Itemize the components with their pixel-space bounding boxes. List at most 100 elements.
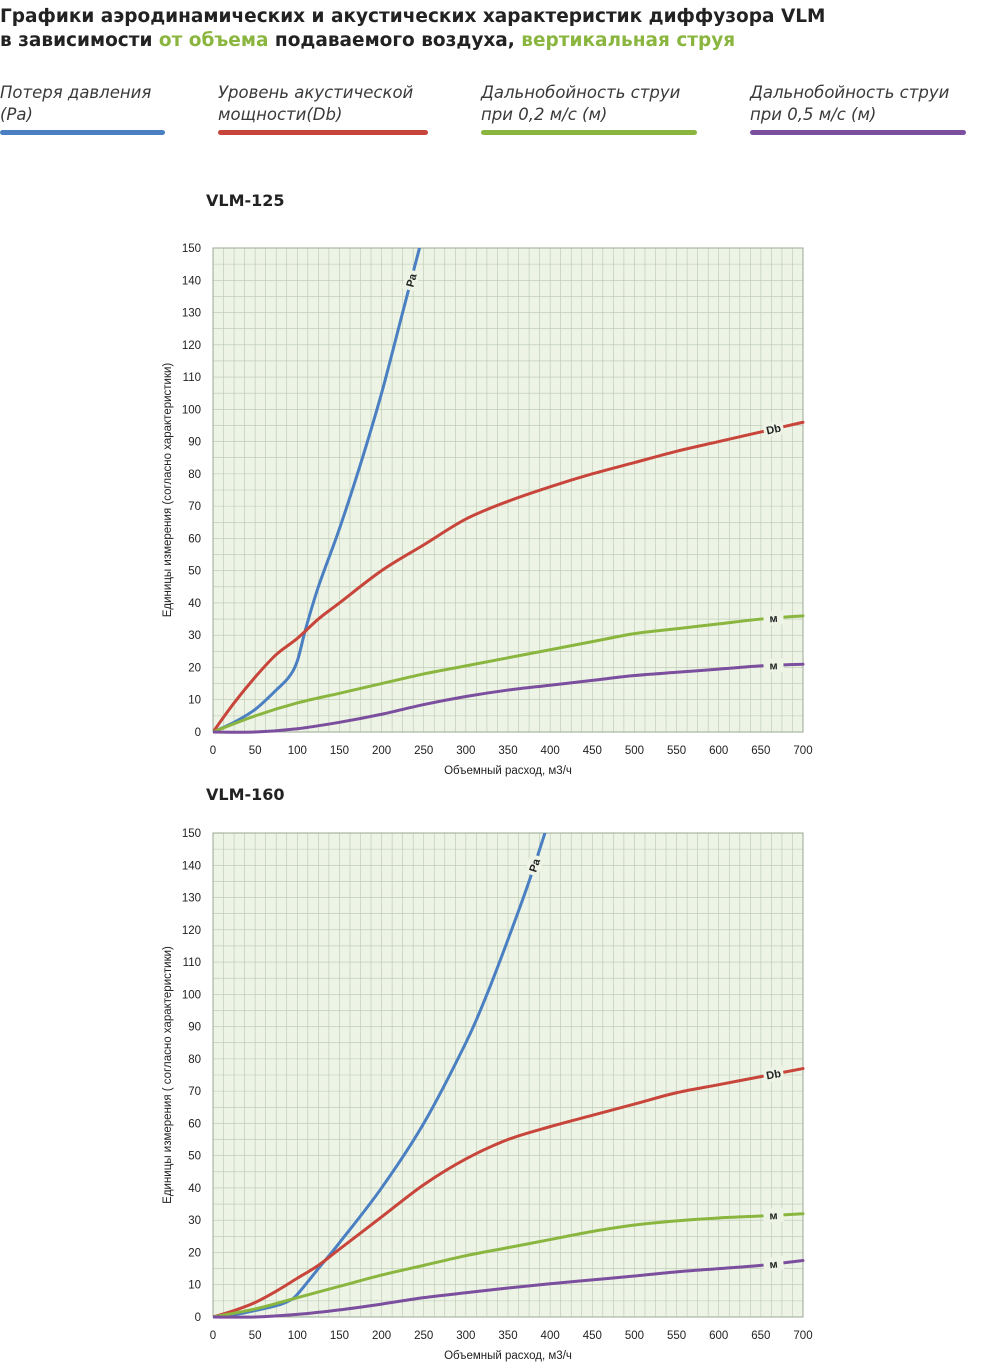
y-tick-label: 90 <box>188 1022 201 1034</box>
x-tick-label: 400 <box>541 1330 560 1342</box>
plot-border <box>212 247 804 733</box>
series-label-bg <box>401 268 421 292</box>
x-tick-label: 600 <box>709 1330 728 1342</box>
legend-line-pressure <box>0 130 165 135</box>
series-label-bg <box>762 419 785 439</box>
x-tick-label: 450 <box>583 1330 602 1342</box>
chart-vlm-125: 0 50 100 150 200 250 300 350 400 450 500 550 600 650 7… <box>162 243 813 777</box>
series-label-throw-02: м <box>769 1210 778 1222</box>
legend-label-line1: Дальнобойность струи <box>481 83 681 102</box>
series-line-throw-05 <box>213 1259 805 1319</box>
y-tick-label: 0 <box>195 727 201 739</box>
x-tick-label: 350 <box>498 745 517 757</box>
y-tick-label: 80 <box>188 1054 201 1066</box>
y-tick-label: 60 <box>188 1118 201 1130</box>
x-tick-label: 300 <box>456 1330 475 1342</box>
legend-item-throw-02: Дальнобойность струи при 0,2 м/с (м) <box>481 82 697 135</box>
series-label-pa: Pa <box>527 856 543 873</box>
x-tick-label: 700 <box>793 745 812 757</box>
y-axis-label: Единицы измерения (согласно характеристи… <box>162 363 174 618</box>
legend-label-line1: Потеря давления <box>0 83 152 102</box>
x-tick-label: 200 <box>372 1330 391 1342</box>
x-tick-label: 350 <box>498 1330 517 1342</box>
y-tick-label: 10 <box>188 695 201 707</box>
x-tick-label: 550 <box>667 745 686 757</box>
legend-label-line1: Уровень акустической <box>218 83 414 102</box>
legend-line-throw-02 <box>481 130 697 135</box>
x-tick-label: 400 <box>541 745 560 757</box>
x-tick-label: 150 <box>330 745 349 757</box>
x-tick-label: 600 <box>709 745 728 757</box>
series-label-bg <box>762 610 785 626</box>
series-label-bg <box>524 853 545 877</box>
x-tick-label: 500 <box>625 1330 644 1342</box>
series-label-pa: Pa <box>405 272 420 289</box>
y-tick-label: 70 <box>188 501 201 513</box>
y-tick-label: 40 <box>188 598 201 610</box>
title-highlight-volume: от объема <box>158 30 269 51</box>
x-axis-label: Объемный расход, м3/ч <box>444 765 572 777</box>
legend-line-acoustic <box>218 130 428 135</box>
y-tick-label: 140 <box>182 860 201 872</box>
y-tick-label: 150 <box>182 828 201 840</box>
x-tick-label: 0 <box>210 1330 216 1342</box>
y-tick-label: 110 <box>183 372 201 384</box>
y-tick-label: 70 <box>188 1086 201 1098</box>
legend-item-pressure: Потеря давления (Pa) <box>0 82 165 135</box>
legend-label-line2: мощности(Db) <box>218 105 343 124</box>
x-tick-label: 250 <box>414 1330 433 1342</box>
series-line-pa <box>213 248 422 734</box>
x-axis-label: Объемный расход, м3/ч <box>444 1350 572 1362</box>
series-line-throw-02 <box>213 1212 805 1319</box>
y-axis-label: Единицы измерения ( согласно характерист… <box>162 946 174 1204</box>
y-tick-label: 60 <box>188 533 201 545</box>
series-label-bg <box>763 657 784 673</box>
x-tick-label: 50 <box>249 1330 262 1342</box>
x-tick-label: 0 <box>210 745 216 757</box>
y-tick-label: 130 <box>182 308 201 320</box>
series-line-pa <box>213 833 547 1319</box>
title-text-a: в зависимости <box>0 30 159 51</box>
y-tick-label: 100 <box>182 404 201 416</box>
x-tick-label: 700 <box>793 1330 812 1342</box>
x-tick-label: 450 <box>583 745 602 757</box>
legend-label-acoustic: Уровень акустической мощности(Db) <box>218 82 428 126</box>
x-tick-label: 650 <box>751 745 770 757</box>
legend-item-acoustic: Уровень акустической мощности(Db) <box>218 82 428 135</box>
series-line-throw-02 <box>213 614 805 734</box>
chart-vlm-160: 0 50 100 150 200 250 300 350 400 450 500 550 600 650 7… <box>162 828 813 1362</box>
series-label-throw-02: м <box>769 613 778 626</box>
y-tick-label: 50 <box>188 1151 201 1163</box>
y-tick-label: 150 <box>182 243 201 255</box>
series-label-throw-05: м <box>769 1258 778 1271</box>
x-tick-label: 250 <box>414 745 433 757</box>
y-tick-label: 120 <box>182 925 201 937</box>
legend-label-line2: при 0,5 м/с (м) <box>750 105 877 124</box>
chart-title-vlm-125: VLM-125 <box>206 191 285 210</box>
legend-item-throw-05: Дальнобойность струи при 0,5 м/с (м) <box>750 82 966 135</box>
x-tick-label: 150 <box>330 1330 349 1342</box>
series-label-bg <box>763 1207 784 1223</box>
legend-label-throw-02: Дальнобойность струи при 0,2 м/с (м) <box>481 82 697 126</box>
series-label-throw-05: м <box>769 660 778 672</box>
y-tick-label: 100 <box>182 989 201 1001</box>
y-tick-label: 120 <box>182 340 201 352</box>
legend-label-line2: при 0,2 м/с (м) <box>481 105 608 124</box>
legend-line-throw-05 <box>750 130 966 135</box>
y-tick-label: 80 <box>188 469 201 481</box>
title-line-2: в зависимости от объема подаваемого возд… <box>0 29 985 53</box>
legend-label-pressure: Потеря давления (Pa) <box>0 82 165 126</box>
series-label-db: Db <box>765 422 782 437</box>
series-line-db <box>213 1067 805 1319</box>
series-label-db: Db <box>765 1068 782 1083</box>
y-tick-label: 0 <box>195 1312 201 1324</box>
series-label-bg <box>762 1255 785 1273</box>
y-tick-label: 10 <box>188 1280 201 1292</box>
y-tick-label: 20 <box>188 662 201 674</box>
y-tick-label: 30 <box>188 630 201 642</box>
x-tick-label: 50 <box>249 745 262 757</box>
y-tick-label: 110 <box>183 957 201 969</box>
series-label-bg <box>762 1065 785 1083</box>
y-tick-label: 130 <box>182 893 201 905</box>
y-tick-label: 20 <box>188 1247 201 1259</box>
